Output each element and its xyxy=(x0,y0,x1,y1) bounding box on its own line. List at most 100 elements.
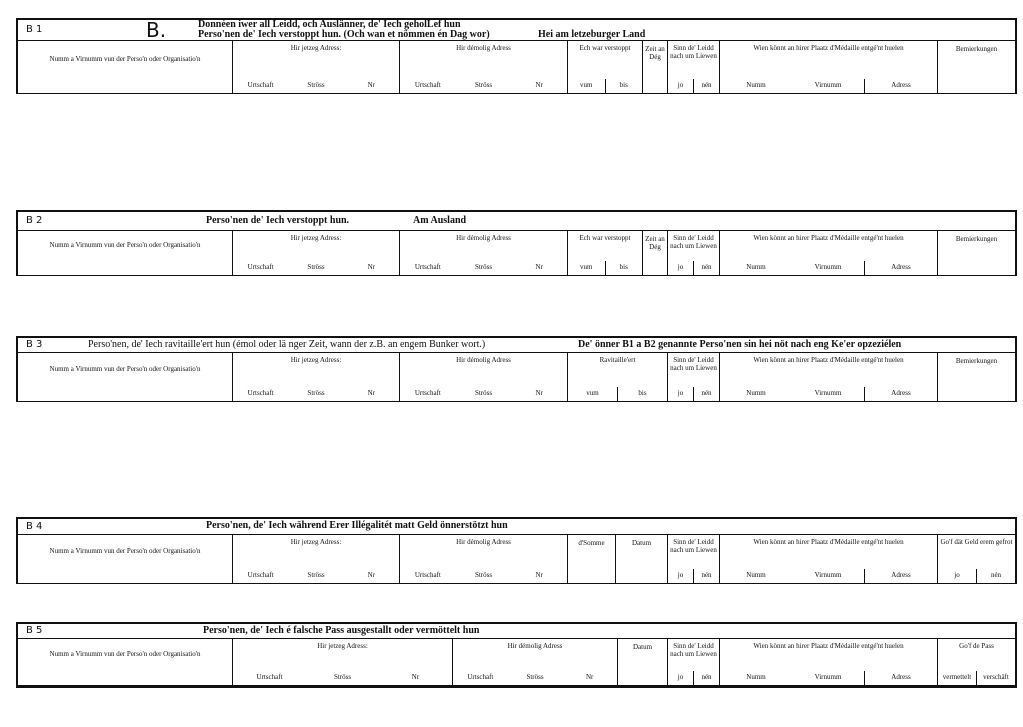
subcolumn-label: Numm xyxy=(746,263,766,271)
column: Zeit an Dég xyxy=(642,41,667,94)
column-header: Hir jetzeg Adress: Urtschaft Ströss Nr xyxy=(233,353,399,402)
subcolumn-label: vum xyxy=(580,263,593,271)
column-header: Bemierkungen xyxy=(938,231,1015,276)
columns: Numm a Virnumm vun der Perso'n oder Orga… xyxy=(18,41,1015,94)
subcolumn-label: Urtschaft xyxy=(414,263,441,271)
subcolumn-label: Nr xyxy=(535,571,543,579)
column: Zeit an Dég xyxy=(642,231,667,276)
subcolumn-label: Ströss xyxy=(474,389,493,397)
subcolumn-label: Numm xyxy=(746,389,766,397)
subcolumn-labels: Urtschaft Ströss Nr xyxy=(453,671,617,685)
subcolumn-label: vum xyxy=(580,81,593,89)
subcolumn-label: Nr xyxy=(535,81,543,89)
column: Sinn de' Leidd nach um Liewen jo nén xyxy=(667,535,719,584)
column-header: Hir démolig Adress Urtschaft Ströss Nr xyxy=(400,41,567,94)
column: Datum xyxy=(617,639,667,686)
column-label: Wien könnt an hirer Plaatz d'Médaille en… xyxy=(753,44,904,52)
subcolumn-label: Urtschaft xyxy=(247,571,274,579)
subcolumn-labels: vum bis xyxy=(568,261,642,275)
column-header: Numm a Virnumm vun der Perso'n oder Orga… xyxy=(18,353,232,402)
subcolumn-labels: Urtschaft Ströss Nr xyxy=(233,261,399,275)
column: Numm a Virnumm vun der Perso'n oder Orga… xyxy=(18,353,232,402)
subcolumn-label: Adress xyxy=(864,387,937,401)
column-header: Wien könnt an hirer Plaatz d'Médaille en… xyxy=(720,231,937,276)
column-header: Hir jetzeg Adress: Urtschaft Ströss Nr xyxy=(233,639,452,686)
column-label: Go'f de Pass xyxy=(959,642,994,650)
column-header: Hir jetzeg Adress: Urtschaft Ströss Nr xyxy=(233,41,399,94)
section-b3: B 3 Perso'nen, de' Iech ravitaille'ert hu… xyxy=(16,336,1017,402)
column-label: Numm a Virnumm vun der Perso'n oder Orga… xyxy=(49,365,201,373)
subcolumn-labels: jo nén xyxy=(668,79,719,93)
column: d'Somme xyxy=(567,535,615,584)
column: Hir jetzeg Adress: Urtschaft Ströss Nr xyxy=(232,41,399,94)
subcolumn-label: nén xyxy=(693,261,719,275)
column: Hir jetzeg Adress: Urtschaft Ströss Nr xyxy=(232,535,399,584)
subcolumn-label: Nr xyxy=(367,571,376,579)
subcolumn-label: Numm xyxy=(746,571,766,579)
column-header: Hir démolig Adress Urtschaft Ströss Nr xyxy=(453,639,617,686)
column-label: Datum xyxy=(631,539,652,547)
column: Hir démolig Adress Urtschaft Ströss Nr xyxy=(399,353,567,402)
column-header: Zeit an Dég xyxy=(643,231,667,276)
subcolumn-label: Urtschaft xyxy=(467,673,494,681)
column-label: Sinn de' Leidd nach um Liewen xyxy=(670,234,717,251)
subcolumn-label: jo xyxy=(677,81,684,89)
column: Bemierkungen xyxy=(937,231,1015,276)
column: Numm a Virnumm vun der Perso'n oder Orga… xyxy=(18,535,232,584)
column: Hir démolig Adress Urtschaft Ströss Nr xyxy=(399,231,567,276)
section-note: De' önner B1 a B2 genannte Perso'nen sin… xyxy=(578,339,902,350)
subcolumn-label: Adress xyxy=(864,671,937,685)
subcolumn-label: bis xyxy=(604,79,643,93)
columns: Numm a Virnumm vun der Perso'n oder Orga… xyxy=(18,535,1015,584)
column: Hir jetzeg Adress: Urtschaft Ströss Nr xyxy=(232,231,399,276)
column: Wien könnt an hirer Plaatz d'Médaille en… xyxy=(719,231,937,276)
section-b1: B 1 B. Donnéen iwer all Leidd, och Auslänn… xyxy=(16,18,1017,94)
subcolumn-label: Urtschaft xyxy=(414,571,441,579)
column: Hir jetzeg Adress: Urtschaft Ströss Nr xyxy=(232,353,399,402)
section-code: B 2 xyxy=(26,215,43,226)
section-title-bar: B 5 Perso'nen, de' Iech é falsche Pass au… xyxy=(18,622,1015,639)
subcolumn-labels: Numm Virnumm Adress xyxy=(720,671,937,685)
column: Sinn de' Leidd nach um Liewen jo nén xyxy=(667,353,719,402)
column-header: Wien könnt an hirer Plaatz d'Médaille en… xyxy=(720,353,937,402)
section-title-bar: B 4 Perso'nen, de' Iech während Erer Illé… xyxy=(18,517,1015,535)
column-header: d'Somme xyxy=(568,535,615,584)
section-b5: B 5 Perso'nen, de' Iech é falsche Pass au… xyxy=(16,622,1017,688)
column: Numm a Virnumm vun der Perso'n oder Orga… xyxy=(18,639,232,686)
column-header: Sinn de' Leidd nach um Liewen jo nén xyxy=(668,231,719,276)
columns: Numm a Virnumm vun der Perso'n oder Orga… xyxy=(18,639,1015,686)
subcolumn-label: vum xyxy=(586,389,599,397)
subcolumn-label: Ströss xyxy=(474,263,493,271)
subcolumn-label: Nr xyxy=(367,263,376,271)
column-header: Wien könnt an hirer Plaatz d'Médaille en… xyxy=(720,41,937,94)
column: Ravitaille'ert vum bis xyxy=(567,353,667,402)
column-header: Ech war verstoppt vum bis xyxy=(568,231,642,276)
subcolumn-label: Numm xyxy=(746,81,766,89)
column-label: Numm a Virnumm vun der Perso'n oder Orga… xyxy=(49,55,201,63)
subcolumn-labels: Numm Virnumm Adress xyxy=(720,79,937,93)
column-header: Sinn de' Leidd nach um Liewen jo nén xyxy=(668,353,719,402)
section-title-bar: B 1 B. Donnéen iwer all Leidd, och Auslänn… xyxy=(18,18,1015,41)
column-label: Wien könnt an hirer Plaatz d'Médaille en… xyxy=(753,234,904,242)
subcolumn-labels: Urtschaft Ströss Nr xyxy=(400,261,567,275)
subcolumn-label: Urtschaft xyxy=(414,81,441,89)
subcolumn-labels: jo nén xyxy=(668,569,719,583)
column-header: Hir démolig Adress Urtschaft Ströss Nr xyxy=(400,231,567,276)
column-header: Hir jetzeg Adress: Urtschaft Ströss Nr xyxy=(233,231,399,276)
column-label: Hir jetzeg Adress: xyxy=(290,356,342,364)
column-header: Numm a Virnumm vun der Perso'n oder Orga… xyxy=(18,231,232,276)
subcolumn-label: Nr xyxy=(367,389,376,397)
subcolumn-label: Adress xyxy=(864,569,937,583)
column-header: Ravitaille'ert vum bis xyxy=(568,353,667,402)
column: Go'f dät Geld erem gefrot jo nén xyxy=(937,535,1015,584)
column-label: Go'f dät Geld erem gefrot xyxy=(940,538,1013,546)
subcolumn-label: Virnumm xyxy=(814,81,842,89)
column-header: Sinn de' Leidd nach um Liewen jo nén xyxy=(668,535,719,584)
subcolumn-label: jo xyxy=(677,571,684,579)
column: Go'f de Pass vermettelt verschäft xyxy=(937,639,1015,686)
column-label: Ravitaille'ert xyxy=(599,356,636,364)
column-header: Sinn de' Leidd nach um Liewen jo nén xyxy=(668,639,719,686)
column-header: Wien könnt an hirer Plaatz d'Médaille en… xyxy=(720,639,937,686)
subcolumn-label: Ströss xyxy=(307,389,325,397)
subcolumn-label: nén xyxy=(693,79,719,93)
